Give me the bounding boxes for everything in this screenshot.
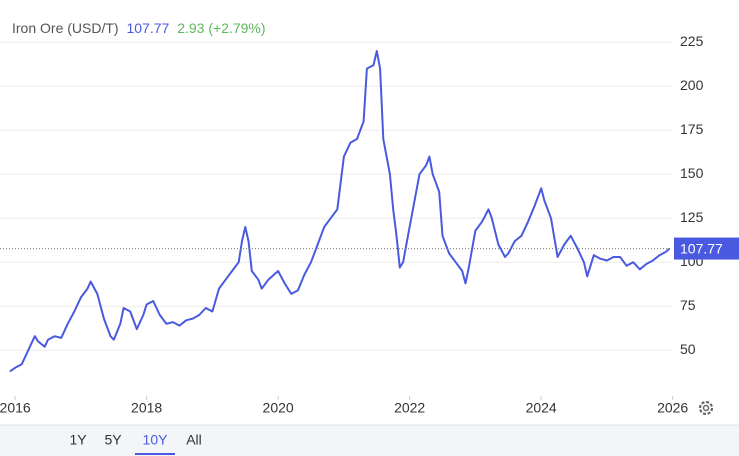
range-button[interactable]: 1Y: [69, 432, 87, 448]
price-change: 2.93 (+2.79%): [177, 20, 265, 36]
y-tick-label: 175: [680, 121, 704, 137]
y-tick-label: 225: [680, 33, 704, 49]
x-tick-label: 2016: [0, 400, 31, 416]
last-price-tag: [674, 237, 739, 260]
range-button[interactable]: 5Y: [104, 432, 122, 448]
y-tick-label: 150: [680, 165, 704, 181]
y-tick-label: 50: [680, 341, 696, 357]
chart-title: Iron Ore (USD/T): [12, 20, 119, 36]
range-button[interactable]: 10Y: [143, 432, 169, 448]
x-tick-label: 2020: [263, 400, 294, 416]
header: Iron Ore (USD/T) 107.77 2.93 (+2.79%): [12, 20, 266, 36]
last-price: 107.77: [126, 20, 169, 36]
y-tick-label: 200: [680, 77, 704, 93]
last-price-tag-label: 107.77: [680, 240, 723, 256]
range-bar: [0, 425, 739, 456]
range-button[interactable]: All: [186, 432, 202, 448]
x-tick-label: 2024: [526, 400, 557, 416]
price-line: [9, 50, 671, 373]
x-tick-label: 2018: [131, 400, 162, 416]
settings-icon[interactable]: [698, 400, 714, 416]
x-tick-label: 2022: [394, 400, 425, 416]
y-tick-label: 125: [680, 209, 704, 225]
x-tick-label: 2026: [657, 400, 688, 416]
y-tick-label: 75: [680, 297, 696, 313]
